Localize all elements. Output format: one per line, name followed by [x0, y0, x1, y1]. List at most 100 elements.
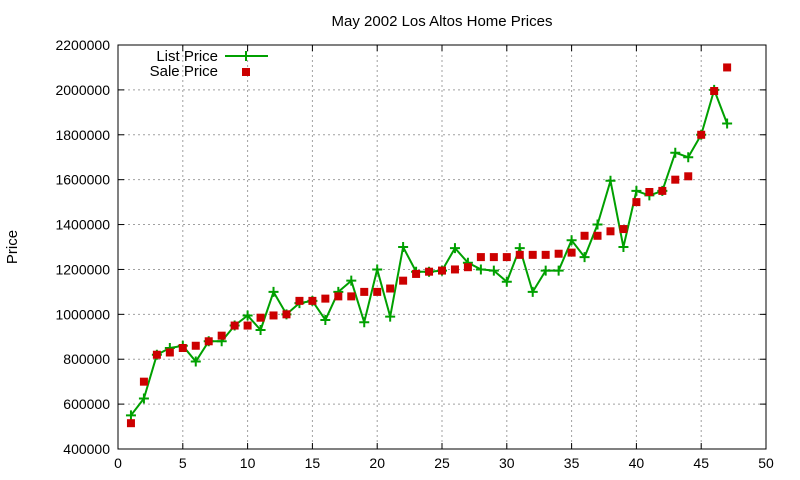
sale-price-point	[645, 188, 654, 197]
x-tick-label: 25	[434, 455, 450, 471]
y-tick-label: 1000000	[55, 306, 110, 322]
sale-price-point	[412, 269, 421, 278]
x-tick-label: 50	[758, 455, 774, 471]
y-tick-label: 600000	[63, 396, 110, 412]
chart-title: May 2002 Los Altos Home Prices	[332, 13, 553, 30]
y-tick-label: 2000000	[55, 82, 110, 98]
list-price-point	[255, 325, 266, 336]
y-tick-label: 1400000	[55, 217, 110, 233]
sale-price-point	[217, 331, 226, 340]
list-price-point	[190, 356, 201, 367]
list-price-point	[553, 265, 564, 276]
sale-price-point	[295, 296, 304, 305]
list-price-point	[372, 264, 383, 275]
sale-price-point	[554, 249, 563, 258]
list-price-point	[566, 235, 577, 246]
x-tick-label: 35	[564, 455, 580, 471]
y-tick-label: 400000	[63, 441, 110, 457]
y-tick-label: 1200000	[55, 261, 110, 277]
sale-price-point	[489, 253, 498, 262]
list-price-point	[346, 275, 357, 286]
sale-price-point	[450, 265, 459, 274]
list-price-point	[631, 185, 642, 196]
sale-price-point	[321, 294, 330, 303]
list-price-point	[579, 252, 590, 263]
x-tick-label: 20	[369, 455, 385, 471]
sale-price-point	[580, 231, 589, 240]
sale-price-point	[204, 337, 213, 346]
list-price-point	[475, 264, 486, 275]
sale-price-point	[334, 292, 343, 301]
list-price-point	[320, 314, 331, 325]
y-tick-label: 1800000	[55, 127, 110, 143]
sale-price-point	[243, 321, 252, 330]
sale-price-point	[606, 227, 615, 236]
plot-frame	[117, 44, 767, 450]
legend: List Price Sale Price	[150, 48, 268, 80]
sale-price-point	[425, 267, 434, 276]
sale-price-point	[191, 341, 200, 350]
sale-price-point	[567, 248, 576, 257]
y-tick-labels: 400000 600000 800000 1000000 1200000 1400000 1…	[55, 37, 110, 457]
sale-price-point	[126, 419, 135, 428]
sale-price-point	[178, 344, 187, 352]
sale-price-point	[463, 263, 472, 272]
grid-lines	[118, 45, 766, 449]
x-tick-label: 30	[499, 455, 515, 471]
x-tick-label: 5	[179, 455, 187, 471]
x-tick-labels: 0 5 10 15 20 25 30 35 40 45 50	[114, 455, 774, 471]
list-price-point	[527, 286, 538, 297]
sale-price-point	[476, 253, 485, 262]
sale-price-point	[269, 311, 278, 320]
y-tick-label: 800000	[63, 351, 110, 367]
sale-price-point	[139, 377, 148, 386]
sale-price-point	[152, 350, 161, 359]
sale-price-point	[386, 284, 395, 293]
sale-price-point	[256, 313, 265, 322]
list-price-point	[501, 276, 512, 287]
list-price-point	[488, 265, 499, 276]
sale-price-point	[360, 287, 369, 296]
list-price-point	[722, 118, 733, 129]
list-price-point	[592, 219, 603, 230]
sale-price-point	[632, 198, 641, 207]
sale-price-point	[515, 250, 524, 259]
sale-price-point	[165, 348, 174, 357]
sale-price-point	[684, 172, 693, 181]
list-price-point	[449, 243, 460, 254]
list-price-point	[618, 242, 629, 252]
sale-price-point	[347, 292, 356, 301]
sale-price-point	[593, 231, 602, 240]
legend-marker-sale-price	[242, 68, 250, 76]
list-price-point	[242, 310, 253, 321]
sale-price-point	[528, 250, 537, 259]
list-price-point	[268, 286, 279, 297]
list-price-point	[540, 265, 551, 276]
sale-price-point	[671, 175, 680, 184]
list-price-point	[670, 147, 681, 158]
sale-price-point	[438, 266, 446, 275]
y-tick-label: 2200000	[55, 37, 110, 53]
list-price-point	[138, 393, 149, 404]
x-tick-label: 45	[693, 455, 709, 471]
sale-price-point	[658, 186, 667, 195]
series-sale-price	[126, 63, 732, 428]
sale-price-point	[723, 63, 732, 72]
data-series	[125, 63, 733, 428]
sale-price-point	[619, 225, 628, 234]
legend-marker-list-price	[241, 51, 251, 61]
legend-label-list-price: List Price	[156, 48, 218, 65]
legend-label-sale-price: Sale Price	[150, 63, 218, 80]
sale-price-point	[373, 287, 382, 296]
x-tick-label: 15	[305, 455, 321, 471]
list-price-point	[385, 311, 396, 322]
list-price-line	[130, 88, 729, 416]
sale-price-point	[541, 250, 550, 259]
sale-price-point	[282, 310, 291, 319]
sale-price-point	[399, 276, 408, 285]
list-price-point	[605, 175, 616, 186]
sale-price-point	[230, 321, 239, 330]
list-price-point	[683, 152, 694, 163]
y-axis-label: Price	[4, 230, 21, 264]
